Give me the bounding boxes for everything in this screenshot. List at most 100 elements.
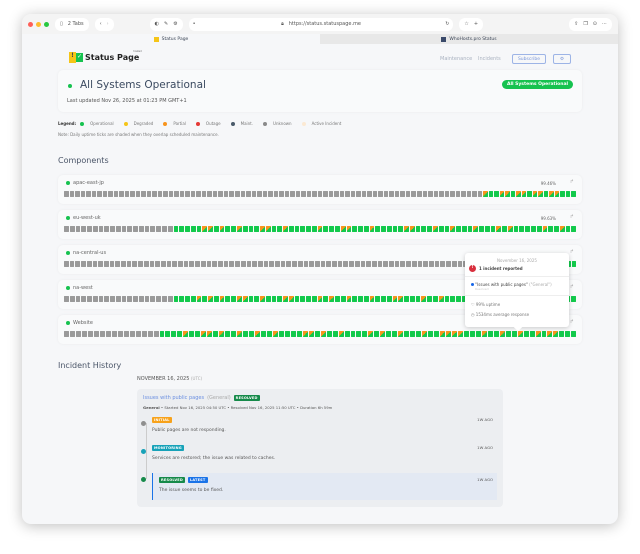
uptime-tick[interactable] <box>532 191 538 197</box>
uptime-tick[interactable] <box>456 296 461 302</box>
uptime-tick[interactable] <box>457 261 463 267</box>
uptime-tick[interactable] <box>565 191 571 197</box>
uptime-tick[interactable] <box>405 191 411 197</box>
uptime-tick[interactable] <box>332 331 338 337</box>
uptime-tick[interactable] <box>236 296 242 302</box>
uptime-tick[interactable] <box>235 261 240 267</box>
uptime-tick[interactable] <box>269 261 275 267</box>
uptime-tick[interactable] <box>126 261 132 267</box>
uptime-tick[interactable] <box>337 261 343 267</box>
uptime-tick[interactable] <box>93 331 99 337</box>
uptime-tick[interactable] <box>406 261 411 267</box>
uptime-tick[interactable] <box>152 191 157 197</box>
uptime-tick[interactable] <box>381 226 386 232</box>
uptime-tick[interactable] <box>311 296 317 302</box>
uptime-tick[interactable] <box>332 261 337 267</box>
uptime-tick[interactable] <box>571 296 577 302</box>
uptime-tick[interactable] <box>516 191 521 197</box>
uptime-tick[interactable] <box>571 226 577 232</box>
uptime-tick[interactable] <box>167 226 173 232</box>
uptime-tick[interactable] <box>246 261 252 267</box>
uptime-tick[interactable] <box>141 331 147 337</box>
uptime-tick[interactable] <box>223 191 229 197</box>
uptime-tick[interactable] <box>183 331 189 337</box>
uptime-tick[interactable] <box>223 261 229 267</box>
uptime-tick[interactable] <box>505 191 510 197</box>
uptime-tick[interactable] <box>278 331 284 337</box>
uptime-tick[interactable] <box>523 331 529 337</box>
uptime-tick[interactable] <box>481 331 487 337</box>
uptime-tick[interactable] <box>389 261 394 267</box>
uptime-tick[interactable] <box>286 261 292 267</box>
uptime-tick[interactable] <box>162 226 167 232</box>
uptime-tick[interactable] <box>519 226 525 232</box>
uptime-tick[interactable] <box>213 226 219 232</box>
uptime-tick[interactable] <box>156 296 162 302</box>
uptime-tick[interactable] <box>237 331 243 337</box>
uptime-tick[interactable] <box>415 296 421 302</box>
uptime-tick[interactable] <box>69 331 75 337</box>
uptime-tick[interactable] <box>225 296 231 302</box>
uptime-tick[interactable] <box>392 226 398 232</box>
uptime-tick[interactable] <box>135 331 141 337</box>
uptime-tick[interactable] <box>98 296 104 302</box>
uptime-tick[interactable] <box>290 191 295 197</box>
uptime-tick[interactable] <box>360 261 366 267</box>
uptime-tick[interactable] <box>86 191 91 197</box>
uptime-tick[interactable] <box>104 296 110 302</box>
uptime-tick[interactable] <box>372 191 378 197</box>
uptime-tick[interactable] <box>493 331 499 337</box>
uptime-tick[interactable] <box>306 296 311 302</box>
uptime-tick[interactable] <box>69 191 75 197</box>
uptime-tick[interactable] <box>329 296 334 302</box>
uptime-tick[interactable] <box>438 226 444 232</box>
uptime-tick[interactable] <box>190 296 196 302</box>
uptime-tick[interactable] <box>75 226 81 232</box>
uptime-tick[interactable] <box>358 296 363 302</box>
uptime-tick[interactable] <box>394 261 400 267</box>
uptime-tick[interactable] <box>467 226 473 232</box>
uptime-tick[interactable] <box>266 331 272 337</box>
uptime-tick[interactable] <box>163 191 168 197</box>
uptime-tick[interactable] <box>156 226 162 232</box>
uptime-tick[interactable] <box>375 296 381 302</box>
uptime-tick[interactable] <box>110 296 115 302</box>
uptime-tick[interactable] <box>309 261 314 267</box>
uptime-tick[interactable] <box>463 331 469 337</box>
uptime-tick[interactable] <box>202 226 208 232</box>
uptime-tick[interactable] <box>279 191 284 197</box>
uptime-tick[interactable] <box>81 226 87 232</box>
uptime-tick[interactable] <box>536 226 542 232</box>
uptime-tick[interactable] <box>415 226 421 232</box>
uptime-tick[interactable] <box>108 191 113 197</box>
uptime-tick[interactable] <box>517 331 523 337</box>
uptime-tick[interactable] <box>271 296 277 302</box>
settings-icon[interactable]: ⚙ <box>173 21 178 27</box>
uptime-tick[interactable] <box>392 296 398 302</box>
uptime-tick[interactable] <box>381 296 386 302</box>
uptime-tick[interactable] <box>377 261 383 267</box>
uptime-tick[interactable] <box>81 331 87 337</box>
uptime-tick[interactable] <box>231 226 236 232</box>
uptime-tick[interactable] <box>225 331 231 337</box>
uptime-tick[interactable] <box>547 331 553 337</box>
uptime-tick[interactable] <box>290 331 296 337</box>
uptime-tick[interactable] <box>75 331 81 337</box>
uptime-tick[interactable] <box>398 226 404 232</box>
uptime-tick[interactable] <box>123 331 129 337</box>
uptime-tick[interactable] <box>343 261 349 267</box>
uptime-tick[interactable] <box>371 261 377 267</box>
uptime-tick[interactable] <box>219 296 225 302</box>
tab-whohosts[interactable]: WhoHosts.pro Status <box>320 34 618 44</box>
uptime-tick[interactable] <box>383 261 389 267</box>
uptime-tick[interactable] <box>559 331 565 337</box>
uptime-tick[interactable] <box>366 261 371 267</box>
uptime-tick[interactable] <box>283 226 288 232</box>
uptime-tick[interactable] <box>565 331 571 337</box>
uptime-tick[interactable] <box>248 296 254 302</box>
uptime-tick[interactable] <box>306 191 312 197</box>
uptime-tick[interactable] <box>262 191 268 197</box>
uptime-tick[interactable] <box>300 296 306 302</box>
uptime-tick[interactable] <box>429 261 434 267</box>
uptime-tick[interactable] <box>466 191 472 197</box>
